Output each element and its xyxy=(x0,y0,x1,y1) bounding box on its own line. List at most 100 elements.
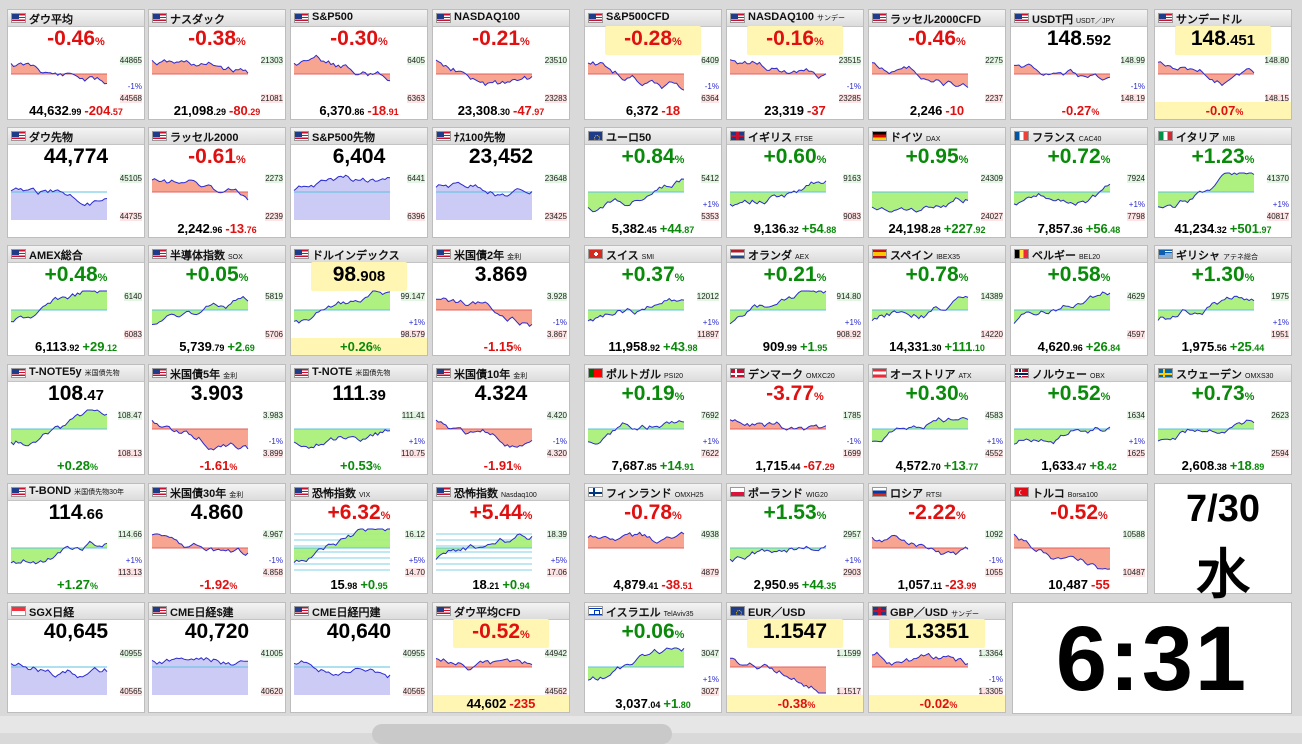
axis-low-label: 4597 xyxy=(1127,330,1145,339)
axis-low-label: 6083 xyxy=(124,330,142,339)
axis-low-label: 6363 xyxy=(407,94,425,103)
ticker-tile-eurusd[interactable]: EUR／USD 1.1547 1.1599 1.1517 -0.38% xyxy=(726,602,864,713)
axis-low-label: 21081 xyxy=(260,94,283,103)
last-price: 4,620 xyxy=(1037,339,1071,354)
ticker-tile-ftse[interactable]: イギリス FTSE +0.60% 9163 9083 9,136.32 +54.88 xyxy=(726,127,864,238)
ticker-tile-aex[interactable]: オランダ AEX +0.21% 914.80 908.92 +1% 909.99 +1.… xyxy=(726,245,864,356)
ticker-name: 米国債5年 金利 xyxy=(170,369,238,381)
ticker-tile-dowfut[interactable]: ダウ先物 44,774 45105 44735 xyxy=(7,127,145,238)
flag-tr-icon xyxy=(1014,487,1029,497)
main-value: +0.30% xyxy=(905,382,969,405)
ticker-tile-sundaydoll[interactable]: サンデードル 148.451 148.80 148.15 -0.07% xyxy=(1154,9,1292,120)
main-value: 111.39 xyxy=(332,382,386,405)
chart-area xyxy=(11,663,107,695)
ticker-tile-taaviv35[interactable]: イスラエル TelAviv35 +0.06% 3047 3027 +1% 3,037.… xyxy=(584,602,722,713)
ticker-subname: AEX xyxy=(795,254,810,261)
axis-ref-label: -1% xyxy=(704,82,719,91)
ticker-tile-rtsi[interactable]: ロシア RTSI -2.22% 1092 1055 -1% 1,057.11 -23.9… xyxy=(868,483,1006,594)
ticker-name: T-NOTE5y 米国債先物 xyxy=(29,366,120,378)
ticker-tile-usdjpy[interactable]: USDT円 USDT／JPY 148.592 148.99 148.19 -1% -0… xyxy=(1010,9,1148,120)
main-value: +0.72% xyxy=(1047,145,1111,168)
ticker-tile-smi[interactable]: スイス SMI +0.37% 12012 11897 +1% 11,958.92 +43… xyxy=(584,245,722,356)
ticker-tile-nasdaq100cfd[interactable]: NASDAQ100 サンデー -0.16% 23515 23285 -1% 23,31… xyxy=(726,9,864,120)
ticker-tile-amex[interactable]: AMEX総合 +0.48% 6140 6083 6,113.92 +29.12 xyxy=(7,245,145,356)
net-change: +44.35 xyxy=(801,577,837,592)
chart-line xyxy=(871,416,969,443)
chart-line xyxy=(151,178,249,201)
ticker-tile-atx[interactable]: オーストリア ATX +0.30% 4583 4552 +1% 4,572.70 +13… xyxy=(868,364,1006,475)
tile-footer: +0.53% xyxy=(291,458,427,473)
ticker-tile-wig20[interactable]: ポーランド WIG20 +1.53% 2957 2903 +1% 2,950.95 +4… xyxy=(726,483,864,594)
tile-footer: 18.21 +0.94 xyxy=(472,577,530,592)
last-price: 2,950 xyxy=(753,577,787,592)
ticker-tile-tnote5y[interactable]: T-NOTE5y 米国債先物 108.47 108.47 108.13 +0.28% xyxy=(7,364,145,475)
main-value: +0.05% xyxy=(185,263,249,286)
chart-area xyxy=(1158,296,1254,321)
price-chart xyxy=(151,295,249,325)
flag-eu-icon xyxy=(730,606,745,616)
ticker-tile-psi20[interactable]: ポルトガル PSI20 +0.19% 7692 7622 +1% 7,687.85 +1… xyxy=(584,364,722,475)
ticker-tile-obx[interactable]: ノルウェー OBX +0.52% 1634 1625 +1% 1,633.47 +8.4… xyxy=(1010,364,1148,475)
ticker-tile-mib[interactable]: イタリア MIB +1.23% 41370 40817 +1% 41,234.32 +5… xyxy=(1154,127,1292,238)
ticker-tile-vix[interactable]: 恐怖指数 VIX +6.32% 16.12 14.70 +5% 15.98 +0.95 xyxy=(290,483,428,594)
scroll-handle[interactable] xyxy=(372,724,672,744)
ticker-tile-dax[interactable]: ドイツ DAX +0.95% 24309 24027 24,198.28 +227.9… xyxy=(868,127,1006,238)
ticker-tile-nasdaq[interactable]: ナスダック -0.38% 21303 21081 21,098.29 -80.29 xyxy=(148,9,286,120)
ticker-name: ポーランド WIG20 xyxy=(748,488,828,500)
ticker-tile-sp500cfd[interactable]: S&P500CFD -0.28% 6409 6364 -1% 6,372 -18 xyxy=(584,9,722,120)
price-chart xyxy=(436,297,533,328)
ticker-name: サンデードル xyxy=(1176,14,1242,26)
ticker-tile-bel20[interactable]: ベルギー BEL20 +0.58% 4629 4597 4,620.96 +26.84 xyxy=(1010,245,1148,356)
axis-ref-label: -1% xyxy=(127,82,142,91)
ticker-subname: PSI20 xyxy=(664,373,684,380)
ticker-tile-sp500fut[interactable]: S&P500先物 6,404 6441 6396 xyxy=(290,127,428,238)
ticker-tile-dow[interactable]: ダウ平均 -0.46% 44865 44568 -1% 44,632.99 -204.… xyxy=(7,9,145,120)
ticker-tile-dowcfd[interactable]: ダウ平均CFD -0.52% 44942 44562 44,602 -235 xyxy=(432,602,570,713)
ticker-tile-us10y[interactable]: 米国債10年 金利 4.324 4.420 4.320 -1% -1.91% xyxy=(432,364,570,475)
ticker-tile-dxy[interactable]: ドルインデックス 98.908 99.147 98.579 +1% +0.26% xyxy=(290,245,428,356)
flag-pt-icon xyxy=(588,368,603,378)
ticker-name: T-BOND 米国債先物30年 xyxy=(29,485,124,497)
ticker-tile-russell2000cfd[interactable]: ラッセル2000CFD -0.46% 2275 2237 2,246 -10 xyxy=(868,9,1006,120)
ticker-tile-nasdaq100[interactable]: NASDAQ100 -0.21% 23510 23283 23,308.30 -47… xyxy=(432,9,570,120)
ticker-tile-omxc20[interactable]: デンマーク OMXC20 -3.77% 1785 1699 -1% 1,715.44-… xyxy=(726,364,864,475)
main-value: +5.44% xyxy=(469,501,533,524)
ticker-name: GBP／USD サンデー xyxy=(890,607,980,619)
ticker-tile-tnote[interactable]: T-NOTE 米国債先物 111.39 111.41 110.75 +1% +0.53… xyxy=(290,364,428,475)
last-price: 2,246 xyxy=(909,103,943,118)
net-change: -55 xyxy=(1090,577,1110,592)
ticker-tile-omxs30[interactable]: スウェーデン OMXS30 +0.73% 2623 2594 2,608.38 +18… xyxy=(1154,364,1292,475)
ticker-name: NASDAQ100 xyxy=(454,11,521,23)
ticker-tile-n100fut[interactable]: ﾅｽ100先物 23,452 23648 23425 xyxy=(432,127,570,238)
tile-header: 米国債5年 金利 xyxy=(149,365,285,382)
chart-area xyxy=(436,658,532,670)
axis-ref-label: +1% xyxy=(986,437,1003,446)
ticker-tile-omxh25[interactable]: フィンランド OMXH25 -0.78% 4938 4879 4,879.41 -38… xyxy=(584,483,722,594)
ticker-tile-cmenikkeijpy[interactable]: CME日経円建 40,640 40955 40565 xyxy=(290,602,428,713)
ticker-tile-euro50[interactable]: ユーロ50 +0.84% 5412 5353 +1% 5,382.45 +44.87 xyxy=(584,127,722,238)
axis-low-label: 9083 xyxy=(843,212,861,221)
net-change: +25.44 xyxy=(1229,339,1265,354)
net-change: -37 xyxy=(806,103,826,118)
price-chart xyxy=(10,409,108,447)
ticker-tile-sgxnikkei[interactable]: SGX日経 40,645 40955 40565 xyxy=(7,602,145,713)
ticker-tile-gbpusd[interactable]: GBP／USD サンデー 1.3351 1.3364 1.3305 -1% -0.02… xyxy=(868,602,1006,713)
ticker-tile-vxn[interactable]: 恐怖指数 Nasdaq100 +5.44% 18.39 17.06 +5% 18.21… xyxy=(432,483,570,594)
ticker-tile-us5y[interactable]: 米国債5年 金利 3.903 3.983 3.899 -1% -1.61% xyxy=(148,364,286,475)
chart-line xyxy=(151,657,248,666)
tile-header: T-NOTE 米国債先物 xyxy=(291,365,427,382)
ticker-tile-sox[interactable]: 半導体指数 SOX +0.05% 5819 5706 5,739.79 +2.69 xyxy=(148,245,286,356)
ticker-tile-sp500[interactable]: S&P500 -0.30% 6405 6363 6,370.86 -18.91 xyxy=(290,9,428,120)
ticker-tile-cmenikkeiusd[interactable]: CME日経$建 40,720 41005 40620 xyxy=(148,602,286,713)
ticker-tile-cac40[interactable]: フランス CAC40 +0.72% 7924 7798 +1% 7,857.36 +56… xyxy=(1010,127,1148,238)
axis-high-label: 6405 xyxy=(407,56,425,65)
ticker-tile-athens[interactable]: ギリシャ アテネ総合 +1.30% 1975 1951 +1% 1,975.56 +25… xyxy=(1154,245,1292,356)
tile-footer: 44,632.99 -204.57 xyxy=(29,103,123,118)
ticker-tile-tbond[interactable]: T-BOND 米国債先物30年 114.66 114.66 113.13 +1% +1… xyxy=(7,483,145,594)
ticker-tile-ibex[interactable]: スペイン IBEX35 +0.78% 14389 14220 14,331.30 +1… xyxy=(868,245,1006,356)
price-chart xyxy=(151,59,249,75)
ticker-tile-russell2000[interactable]: ラッセル2000 -0.61% 2273 2239 2,242.96 -13.76 xyxy=(148,127,286,238)
ticker-tile-us2y[interactable]: 米国債2年 金利 3.869 3.928 3.867 -1% -1.15% xyxy=(432,245,570,356)
ticker-tile-borsa100[interactable]: トルコ Borsa100 -0.52% 10588 10487 10,487 -55 xyxy=(1010,483,1148,594)
ticker-tile-us30y[interactable]: 米国債30年 金利 4.860 4.967 4.858 -1% -1.92% xyxy=(148,483,286,594)
